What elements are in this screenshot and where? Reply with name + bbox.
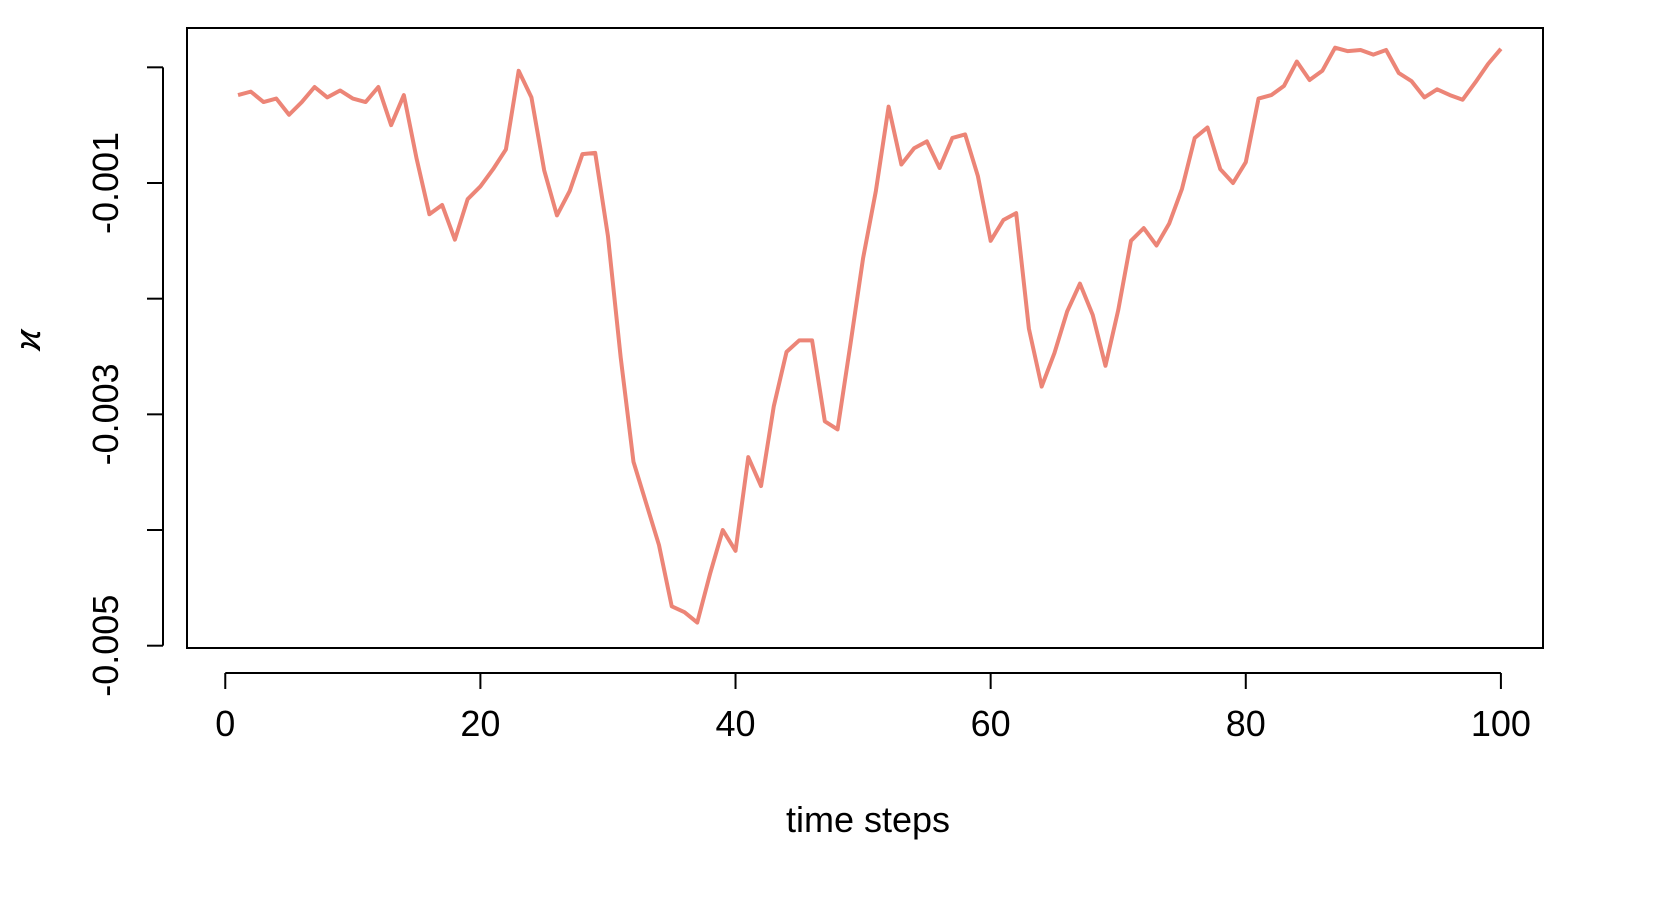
x-tick-label: 0 [215, 703, 235, 744]
x-tick-label: 80 [1226, 703, 1266, 744]
y-axis-label: ϰ [7, 328, 48, 352]
x-tick-label: 40 [715, 703, 755, 744]
x-tick-label: 60 [971, 703, 1011, 744]
x-axis-label: time steps [786, 799, 950, 840]
y-tick-label: -0.001 [85, 132, 126, 234]
plot-box [186, 27, 1544, 649]
y-tick-label: -0.003 [85, 363, 126, 465]
data-line [237, 45, 1503, 625]
x-tick-label: 100 [1471, 703, 1531, 744]
x-tick-label: 20 [460, 703, 500, 744]
y-tick-label: -0.005 [85, 595, 126, 697]
